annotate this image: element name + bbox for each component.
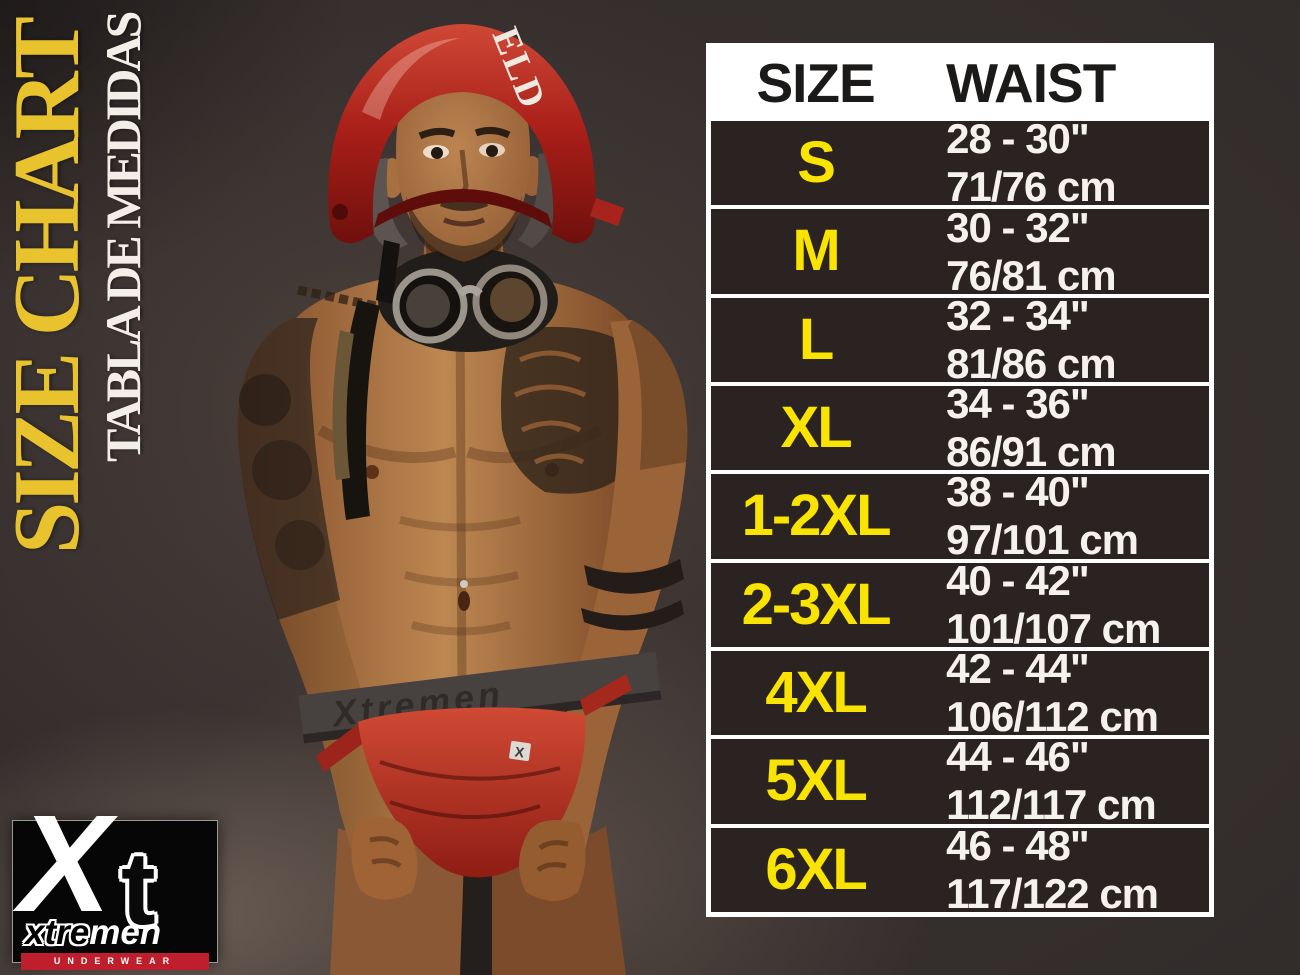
waist-cell: 38 - 40" 97/101 cm (920, 468, 1209, 564)
waist-cell: 30 - 32" 76/81 cm (920, 204, 1209, 300)
table-row: XL 34 - 36" 86/91 cm (711, 380, 1209, 475)
size-cell: L (798, 306, 834, 372)
waist-inches: 34 - 36" (946, 380, 1090, 428)
waist-inches: 40 - 42" (946, 556, 1090, 604)
xtremen-logo: X t xtremen UNDERWEAR (12, 795, 218, 970)
table-header: SIZE WAIST (711, 48, 1209, 117)
chest-tattoo (501, 326, 636, 494)
size-cell: 6XL (765, 836, 867, 902)
size-cell: XL (780, 395, 853, 461)
waist-inches: 46 - 48" (946, 821, 1090, 869)
table-row: S 28 - 30" 71/76 cm (711, 115, 1209, 210)
waist-inches: 42 - 44" (946, 645, 1090, 693)
waist-inches: 44 - 46" (946, 733, 1090, 781)
waist-cell: 32 - 34" 81/86 cm (920, 292, 1209, 388)
garment-tag: X (514, 743, 526, 760)
table-row: 4XL 42 - 44" 106/112 cm (711, 645, 1209, 740)
table-row: L 32 - 34" 81/86 cm (711, 292, 1209, 387)
armband-tattoo (581, 600, 684, 631)
waist-cell: 40 - 42" 101/107 cm (920, 557, 1209, 653)
size-cell: 4XL (765, 660, 867, 726)
table-row: M 30 - 32" 76/81 cm (711, 204, 1209, 299)
logo-wordmark-xtre: xtre (25, 913, 90, 952)
waist-cm: 97/101 cm (946, 516, 1139, 564)
waist-inches: 38 - 40" (946, 468, 1090, 516)
size-cell: M (792, 218, 840, 284)
size-cell: 5XL (765, 748, 867, 814)
table-row: 2-3XL 40 - 42" 101/107 cm (711, 557, 1209, 652)
waist-cell: 34 - 36" 86/91 cm (920, 380, 1209, 476)
logo-wordmark-men: men (89, 913, 162, 952)
size-table: SIZE WAIST S 28 - 30" 71/76 cm M 30 - 32… (706, 43, 1214, 917)
armband-tattoo (584, 559, 684, 594)
size-cell: 1-2XL (741, 483, 892, 549)
size-cell: S (797, 130, 836, 196)
face (380, 76, 544, 262)
waist-cm: 101/107 cm (946, 604, 1161, 652)
waist-cm: 112/117 cm (946, 781, 1157, 829)
waist-cm: 86/91 cm (946, 428, 1116, 476)
waist-cell: 46 - 48" 117/122 cm (920, 822, 1209, 918)
hands (351, 817, 586, 901)
page-title: SIZE CHART (0, 20, 99, 554)
waist-cm: 117/122 cm (946, 869, 1159, 917)
column-header-waist: WAIST (946, 51, 1116, 114)
torso (287, 276, 637, 706)
waist-cell: 42 - 44" 106/112 cm (920, 645, 1209, 741)
table-row: 6XL 46 - 48" 117/122 cm (711, 822, 1209, 917)
waist-cell: 28 - 30" 71/76 cm (920, 115, 1209, 211)
chin-strap (376, 240, 400, 304)
waist-cm: 81/86 cm (946, 339, 1116, 387)
waist-cm: 106/112 cm (946, 693, 1159, 741)
helmet: ELD (328, 22, 624, 304)
model-photo: ELD Xtremen X (237, 22, 688, 975)
waist-cm: 76/81 cm (946, 251, 1116, 299)
table-row: 1-2XL 38 - 40" 97/101 cm (711, 468, 1209, 563)
goggles (378, 248, 558, 352)
waist-cell: 44 - 46" 112/117 cm (920, 733, 1209, 829)
waist-inches: 32 - 34" (946, 291, 1090, 339)
logo-wordmark: xtremen (25, 915, 161, 950)
size-cell: 2-3XL (741, 571, 892, 637)
waist-inches: 28 - 30" (946, 115, 1090, 163)
waist-inches: 30 - 32" (946, 203, 1090, 251)
logo-x-letter: X (19, 787, 112, 941)
waist-cm: 71/76 cm (946, 163, 1116, 211)
column-header-size: SIZE (756, 51, 875, 114)
logo-underwear-banner: UNDERWEAR (21, 953, 209, 970)
logo-t-letter: t (121, 831, 156, 947)
page-subtitle-spanish: TABLA DE MEDIDAS (95, 13, 151, 462)
table-row: 5XL 44 - 46" 112/117 cm (711, 733, 1209, 828)
